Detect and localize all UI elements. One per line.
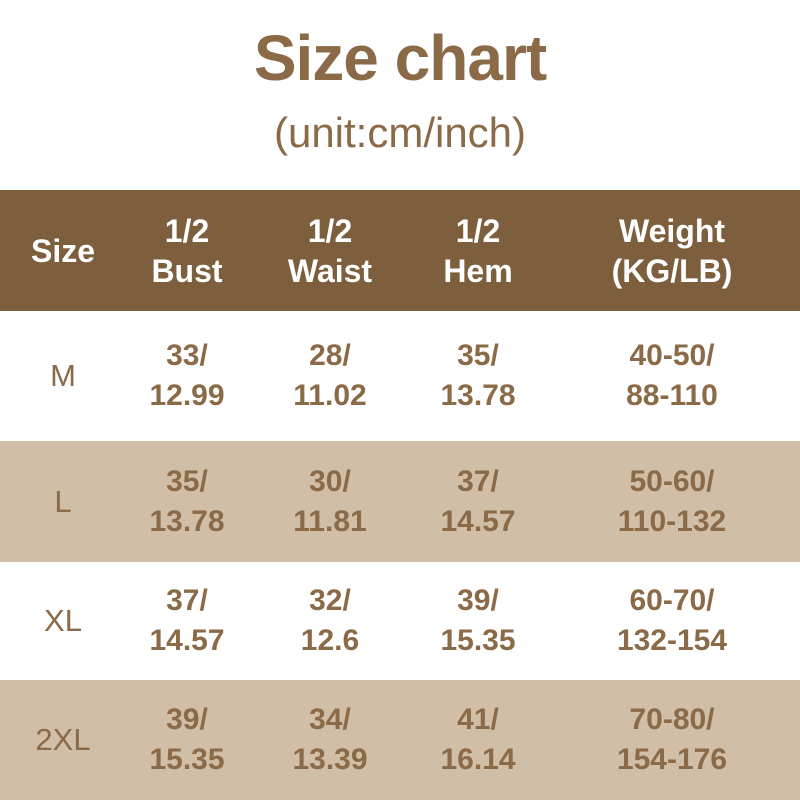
header-cell-size: Size bbox=[30, 232, 96, 269]
bust-value: 35/ 13.78 bbox=[149, 464, 225, 538]
weight-value: 70-80/ 154-176 bbox=[616, 703, 728, 776]
hem-value: 39/ 15.35 bbox=[440, 584, 516, 657]
weight-value: 50-60/ 110-132 bbox=[617, 464, 727, 538]
waist-value: 30/ 11.81 bbox=[293, 464, 367, 538]
weight-value: 40-50/ 88-110 bbox=[626, 339, 718, 412]
size-label: M bbox=[50, 358, 76, 394]
size-label: 2XL bbox=[35, 722, 91, 758]
header-cell-weight: Weight (KG/LB) bbox=[611, 212, 733, 289]
bust-value: 37/ 14.57 bbox=[149, 584, 225, 657]
hem-value: 35/ 13.78 bbox=[440, 339, 516, 412]
weight-value: 60-70/ 132-154 bbox=[616, 584, 728, 657]
hem-value: 37/ 14.57 bbox=[440, 464, 516, 538]
waist-value: 34/ 13.39 bbox=[292, 703, 368, 776]
table-row-2xl: 2XL 39/ 15.35 34/ 13.39 41/ 16.14 70-80/… bbox=[0, 680, 800, 800]
bust-value: 33/ 12.99 bbox=[149, 339, 225, 412]
header-cell-hem: 1/2 Hem bbox=[443, 212, 513, 289]
title-block: Size chart (unit:cm/inch) bbox=[0, 0, 800, 190]
table-row-m: M 33/ 12.99 28/ 11.02 35/ 13.78 40-50/ 8… bbox=[0, 311, 800, 441]
hem-value: 41/ 16.14 bbox=[440, 703, 516, 776]
header-cell-bust: 1/2 Bust bbox=[151, 212, 223, 289]
unit-subtitle: (unit:cm/inch) bbox=[273, 109, 527, 156]
waist-value: 28/ 11.02 bbox=[293, 339, 367, 412]
table-row-xl: XL 37/ 14.57 32/ 12.6 39/ 15.35 60-70/ 1… bbox=[0, 562, 800, 680]
table-row-l: L 35/ 13.78 30/ 11.81 37/ 14.57 50-60/ 1… bbox=[0, 441, 800, 562]
header-cell-waist: 1/2 Waist bbox=[287, 212, 373, 289]
size-label: L bbox=[54, 483, 72, 519]
waist-value: 32/ 12.6 bbox=[300, 584, 360, 657]
bust-value: 39/ 15.35 bbox=[149, 703, 225, 776]
size-table: Size 1/2 Bust 1/2 Waist 1/2 Hem Weight (… bbox=[0, 190, 800, 800]
page-title: Size chart bbox=[253, 22, 547, 94]
table-header-row: Size 1/2 Bust 1/2 Waist 1/2 Hem Weight (… bbox=[0, 190, 800, 311]
size-label: XL bbox=[44, 603, 82, 639]
